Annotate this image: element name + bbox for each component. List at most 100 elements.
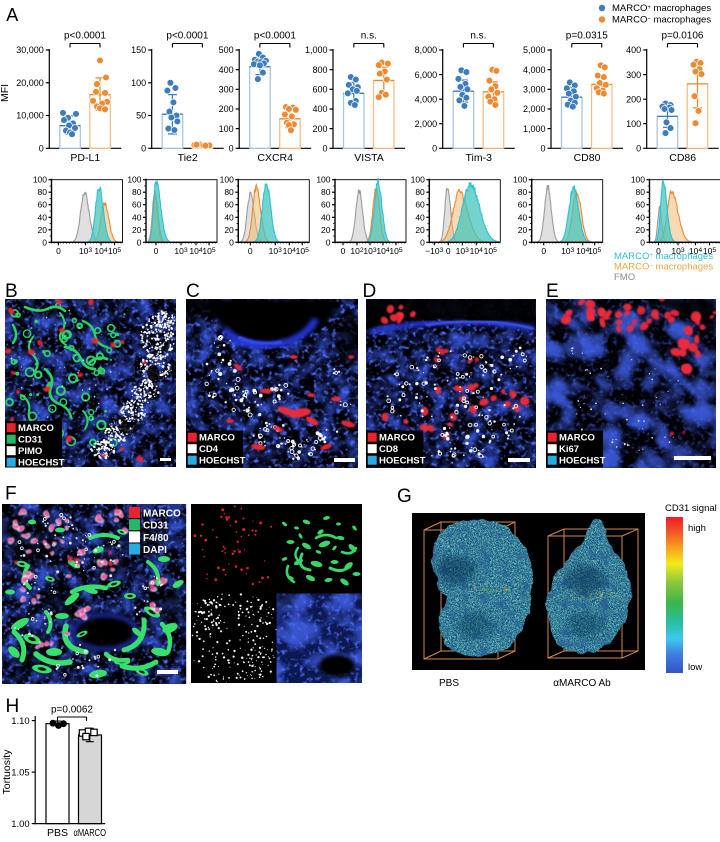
svg-text:CXCR4: CXCR4 <box>257 152 293 164</box>
svg-text:40: 40 <box>132 212 142 222</box>
svg-text:400: 400 <box>219 65 234 75</box>
svg-text:104: 104 <box>470 246 483 256</box>
svg-text:p=0.0106: p=0.0106 <box>662 31 704 42</box>
svg-text:HOECHST: HOECHST <box>199 456 246 467</box>
svg-text:C: C <box>186 281 200 302</box>
svg-text:60: 60 <box>636 200 646 210</box>
svg-text:0: 0 <box>154 246 159 256</box>
svg-text:103: 103 <box>363 246 376 256</box>
svg-text:103: 103 <box>671 246 684 256</box>
svg-text:CD31 signal: CD31 signal <box>665 503 717 514</box>
svg-text:40: 40 <box>38 212 48 222</box>
svg-text:40: 40 <box>636 212 646 222</box>
svg-text:104: 104 <box>576 246 589 256</box>
svg-text:500: 500 <box>219 45 234 55</box>
svg-text:60: 60 <box>224 200 234 210</box>
svg-text:p=0.0062: p=0.0062 <box>51 705 93 716</box>
svg-text:100: 100 <box>626 119 641 129</box>
svg-text:CD80: CD80 <box>574 152 601 164</box>
svg-text:20: 20 <box>321 225 331 235</box>
svg-text:0: 0 <box>540 144 545 154</box>
svg-text:n.s.: n.s. <box>361 31 377 42</box>
svg-text:0: 0 <box>541 246 546 256</box>
svg-text:2,000: 2,000 <box>415 119 438 129</box>
svg-text:0: 0 <box>341 246 346 256</box>
svg-text:0: 0 <box>420 237 425 247</box>
svg-text:0: 0 <box>229 144 234 154</box>
svg-text:100: 100 <box>513 175 527 185</box>
svg-text:300: 300 <box>626 70 641 80</box>
svg-text:100: 100 <box>631 175 645 185</box>
svg-text:1.00: 1.00 <box>11 819 30 830</box>
svg-text:0: 0 <box>56 246 61 256</box>
svg-text:MARCO: MARCO <box>18 423 54 434</box>
svg-text:20: 20 <box>132 225 142 235</box>
svg-text:10,000: 10,000 <box>16 111 44 121</box>
svg-text:60: 60 <box>38 200 48 210</box>
svg-text:αMARCO Ab: αMARCO Ab <box>553 678 611 689</box>
svg-text:CD31: CD31 <box>143 521 169 532</box>
svg-text:6,000: 6,000 <box>415 70 438 80</box>
svg-text:PIMO: PIMO <box>18 446 42 457</box>
svg-text:100: 100 <box>220 175 234 185</box>
svg-text:105: 105 <box>296 246 309 256</box>
svg-text:HOECHST: HOECHST <box>559 456 606 467</box>
svg-text:80: 80 <box>321 187 331 197</box>
svg-text:F4/80: F4/80 <box>143 533 169 544</box>
svg-text:20: 20 <box>415 225 425 235</box>
svg-text:20,000: 20,000 <box>16 78 44 88</box>
svg-text:HOECHST: HOECHST <box>379 456 426 467</box>
svg-text:0: 0 <box>42 237 47 247</box>
svg-text:MARCO: MARCO <box>379 433 415 444</box>
svg-text:CD8: CD8 <box>379 444 398 455</box>
svg-text:Ki67: Ki67 <box>559 444 579 455</box>
svg-text:0: 0 <box>432 144 437 154</box>
svg-text:VISTA: VISTA <box>354 152 384 164</box>
svg-text:105: 105 <box>703 246 716 256</box>
svg-text:n.s.: n.s. <box>470 31 486 42</box>
svg-text:8,000: 8,000 <box>415 45 438 55</box>
svg-text:105: 105 <box>389 246 402 256</box>
svg-text:1,000: 1,000 <box>523 124 546 134</box>
svg-text:104: 104 <box>689 246 702 256</box>
svg-text:0: 0 <box>640 237 645 247</box>
svg-text:PBS: PBS <box>439 678 459 689</box>
svg-text:4,000: 4,000 <box>415 94 438 104</box>
svg-text:60: 60 <box>518 200 528 210</box>
svg-text:MARCO: MARCO <box>199 433 235 444</box>
svg-text:104: 104 <box>376 246 389 256</box>
svg-text:300: 300 <box>219 85 234 95</box>
svg-text:MARCO− macrophages: MARCO− macrophages <box>612 15 711 26</box>
svg-text:103: 103 <box>561 246 574 256</box>
svg-text:100: 100 <box>316 175 330 185</box>
svg-text:800: 800 <box>312 65 327 75</box>
svg-text:5,000: 5,000 <box>523 45 546 55</box>
svg-text:100: 100 <box>127 175 141 185</box>
svg-text:80: 80 <box>518 187 528 197</box>
svg-text:100: 100 <box>33 175 47 185</box>
svg-text:104: 104 <box>189 246 202 256</box>
svg-text:1.10: 1.10 <box>11 716 30 727</box>
svg-text:80: 80 <box>415 187 425 197</box>
svg-text:MFI: MFI <box>0 84 11 102</box>
svg-text:3,000: 3,000 <box>523 85 546 95</box>
svg-text:100: 100 <box>131 78 146 88</box>
svg-text:0: 0 <box>522 237 527 247</box>
svg-text:200: 200 <box>626 94 641 104</box>
svg-text:CD86: CD86 <box>669 152 696 164</box>
svg-text:100: 100 <box>219 124 234 134</box>
svg-text:400: 400 <box>312 104 327 114</box>
svg-text:102: 102 <box>350 246 363 256</box>
svg-text:600: 600 <box>312 85 327 95</box>
svg-text:FMO: FMO <box>614 272 635 283</box>
svg-text:0: 0 <box>636 144 641 154</box>
svg-text:0: 0 <box>141 144 146 154</box>
svg-text:αMARCO: αMARCO <box>74 827 106 838</box>
svg-text:1.05: 1.05 <box>11 767 30 778</box>
svg-text:p<0.0001: p<0.0001 <box>254 31 296 42</box>
svg-text:low: low <box>688 662 702 673</box>
svg-text:F: F <box>5 484 17 505</box>
svg-text:400: 400 <box>626 45 641 55</box>
svg-text:40: 40 <box>415 212 425 222</box>
svg-text:Tie2: Tie2 <box>178 152 198 164</box>
